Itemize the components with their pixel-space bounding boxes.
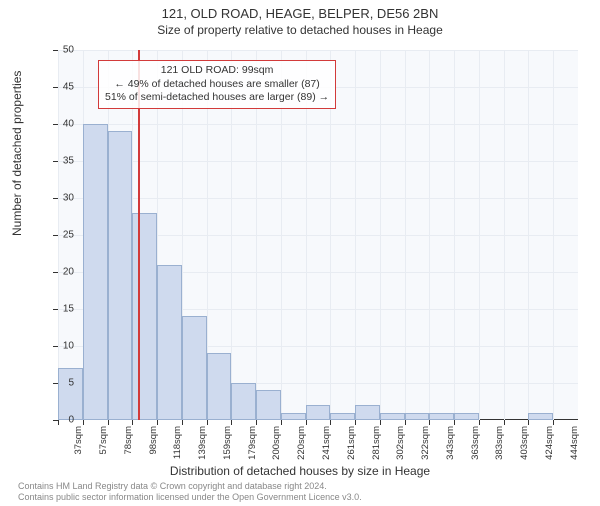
xtick-mark (281, 420, 282, 425)
histogram-bar (355, 405, 380, 420)
xtick-mark (256, 420, 257, 425)
histogram-bar (157, 265, 182, 420)
xtick-mark (479, 420, 480, 425)
ytick-label: 45 (48, 82, 74, 93)
gridline-v (528, 50, 529, 420)
histogram-bar (132, 213, 157, 420)
ytick-label: 30 (48, 193, 74, 204)
gridline-v (405, 50, 406, 420)
xtick-label: 220sqm (296, 426, 307, 460)
ytick-label: 35 (48, 156, 74, 167)
ytick-label: 20 (48, 267, 74, 278)
xtick-label: 281sqm (371, 426, 382, 460)
ytick-label: 0 (48, 415, 74, 426)
xtick-mark (108, 420, 109, 425)
xtick-mark (231, 420, 232, 425)
xtick-label: 200sqm (271, 426, 282, 460)
xtick-label: 322sqm (420, 426, 431, 460)
histogram-bar (454, 413, 479, 420)
ytick-label: 50 (48, 45, 74, 56)
gridline-v (504, 50, 505, 420)
ytick-label: 15 (48, 304, 74, 315)
gridline-h (58, 161, 578, 162)
y-axis-label: Number of detached properties (10, 71, 24, 236)
page-title: 121, OLD ROAD, HEAGE, BELPER, DE56 2BN (0, 6, 600, 21)
xtick-mark (306, 420, 307, 425)
gridline-h (58, 124, 578, 125)
page-subtitle: Size of property relative to detached ho… (0, 23, 600, 37)
footer-line: Contains public sector information licen… (18, 492, 362, 503)
histogram-bar (380, 413, 405, 420)
xtick-label: 444sqm (569, 426, 580, 460)
gridline-v (553, 50, 554, 420)
xtick-label: 241sqm (321, 426, 332, 460)
ytick-label: 10 (48, 341, 74, 352)
histogram-bar (83, 124, 108, 420)
gridline-h (58, 198, 578, 199)
xtick-mark (380, 420, 381, 425)
histogram-bar (58, 368, 83, 420)
footer-line: Contains HM Land Registry data © Crown c… (18, 481, 362, 492)
xtick-label: 302sqm (395, 426, 406, 460)
xtick-mark (355, 420, 356, 425)
xtick-mark (553, 420, 554, 425)
xtick-label: 37sqm (73, 426, 84, 455)
xtick-label: 57sqm (98, 426, 109, 455)
xtick-mark (504, 420, 505, 425)
xtick-label: 383sqm (494, 426, 505, 460)
histogram-bar (108, 131, 133, 420)
annotation-right: 51% of semi-detached houses are larger (… (105, 91, 329, 105)
histogram-bar (306, 405, 331, 420)
xtick-mark (132, 420, 133, 425)
xtick-mark (182, 420, 183, 425)
xtick-label: 179sqm (247, 426, 258, 460)
histogram-bar (281, 413, 306, 420)
gridline-v (454, 50, 455, 420)
xtick-mark (429, 420, 430, 425)
histogram-bar (405, 413, 430, 420)
histogram-bar (256, 390, 281, 420)
histogram-bar (528, 413, 553, 420)
xtick-label: 343sqm (445, 426, 456, 460)
ytick-label: 5 (48, 378, 74, 389)
xtick-label: 363sqm (470, 426, 481, 460)
gridline-h (58, 50, 578, 51)
histogram-bar (330, 413, 355, 420)
histogram-bar (429, 413, 454, 420)
histogram-bar (207, 353, 232, 420)
histogram-chart: 121 OLD ROAD: 99sqm← 49% of detached hou… (58, 50, 578, 420)
xtick-label: 78sqm (123, 426, 134, 455)
xtick-mark (83, 420, 84, 425)
ytick-label: 25 (48, 230, 74, 241)
xtick-label: 403sqm (519, 426, 530, 460)
xtick-label: 159sqm (222, 426, 233, 460)
xtick-label: 139sqm (197, 426, 208, 460)
gridline-v (429, 50, 430, 420)
ytick-label: 40 (48, 119, 74, 130)
gridline-v (355, 50, 356, 420)
xtick-label: 118sqm (172, 426, 183, 459)
xtick-mark (454, 420, 455, 425)
xtick-mark (207, 420, 208, 425)
xtick-label: 261sqm (346, 426, 357, 460)
xtick-mark (405, 420, 406, 425)
xtick-mark (330, 420, 331, 425)
x-axis-label: Distribution of detached houses by size … (0, 464, 600, 478)
gridline-v (380, 50, 381, 420)
xtick-label: 424sqm (544, 426, 555, 460)
gridline-v (479, 50, 480, 420)
annotation-title: 121 OLD ROAD: 99sqm (105, 64, 329, 78)
xtick-label: 98sqm (148, 426, 159, 455)
xtick-mark (528, 420, 529, 425)
annotation-box: 121 OLD ROAD: 99sqm← 49% of detached hou… (98, 60, 336, 109)
histogram-bar (182, 316, 207, 420)
histogram-bar (231, 383, 256, 420)
annotation-left: ← 49% of detached houses are smaller (87… (105, 78, 329, 92)
xtick-mark (157, 420, 158, 425)
